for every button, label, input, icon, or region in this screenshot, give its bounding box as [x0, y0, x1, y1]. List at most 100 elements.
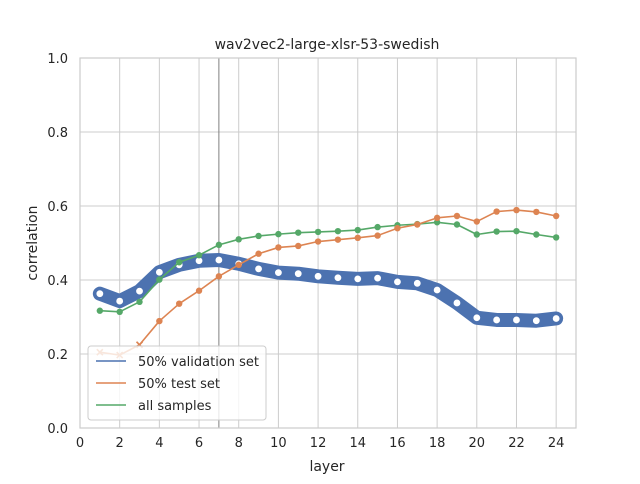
legend-label: 50% test set — [138, 377, 220, 392]
series-line — [99, 209, 557, 356]
plot-frame — [79, 57, 577, 429]
x-tick-label: 8 — [235, 436, 243, 451]
data-point — [552, 212, 560, 220]
chart-title: wav2vec2-large-xlsr-53-swedish — [215, 37, 440, 53]
series-layer — [92, 206, 564, 359]
x-tick-label: 10 — [270, 436, 287, 451]
y-axis-label: correlation — [25, 205, 41, 280]
y-tick-labels: 0.0 0.2 0.4 0.6 0.8 1.0 — [47, 52, 68, 437]
data-point — [176, 300, 183, 307]
data-point — [253, 264, 264, 274]
x-tick-label: 12 — [310, 436, 327, 451]
data-point — [333, 273, 343, 283]
data-point — [353, 274, 363, 284]
data-point — [95, 289, 105, 299]
data-point — [215, 273, 223, 280]
x-tick-label: 20 — [469, 436, 486, 451]
data-point — [134, 286, 145, 296]
data-point — [195, 252, 203, 259]
data-point — [513, 206, 520, 214]
data-point — [235, 261, 242, 269]
data-point — [493, 228, 500, 235]
data-point — [414, 221, 421, 228]
data-point — [392, 277, 403, 287]
x-tick-label: 18 — [429, 436, 446, 451]
data-point — [334, 236, 342, 243]
series-0 — [92, 253, 564, 328]
data-point — [176, 259, 183, 266]
data-point — [374, 232, 381, 239]
data-point — [235, 236, 242, 243]
legend-box — [87, 345, 267, 421]
x-axis-label: layer — [309, 459, 344, 475]
data-point — [313, 271, 323, 281]
data-point — [511, 315, 522, 325]
data-point — [452, 298, 462, 308]
data-point — [215, 241, 223, 249]
data-point — [334, 227, 342, 235]
series-line — [99, 221, 557, 313]
x-tick-label: 4 — [155, 436, 163, 451]
data-point — [116, 308, 123, 316]
data-point — [275, 244, 282, 251]
data-point — [513, 227, 520, 235]
series-2 — [96, 219, 560, 316]
data-point — [295, 229, 302, 236]
data-point — [275, 230, 282, 238]
x-tick-label: 22 — [508, 436, 525, 451]
data-point — [531, 316, 541, 326]
data-point — [551, 313, 561, 324]
data-point — [255, 232, 262, 240]
data-point — [394, 225, 401, 232]
x-tick-label: 0 — [76, 436, 84, 451]
data-point — [273, 268, 283, 278]
data-point — [255, 250, 262, 257]
data-point — [354, 234, 361, 242]
y-tick-label: 0.6 — [47, 200, 68, 215]
data-point — [493, 208, 500, 215]
legend: 50% validation set 50% test set all sample… — [87, 345, 267, 421]
legend-label: all samples — [138, 399, 212, 414]
data-point — [433, 219, 441, 226]
data-point — [214, 255, 224, 265]
data-point — [432, 285, 442, 295]
x-tick-label: 14 — [349, 436, 366, 451]
data-point — [314, 228, 322, 236]
data-point — [473, 231, 480, 238]
y-tick-label: 0.2 — [47, 348, 68, 363]
x-tick-labels: 0 2 4 6 8 10 12 14 16 18 20 22 24 — [76, 436, 565, 451]
y-tick-label: 0.4 — [47, 274, 68, 289]
y-tick-label: 0.0 — [47, 422, 68, 437]
x-tick-label: 6 — [195, 436, 203, 451]
data-point — [453, 212, 461, 220]
data-point — [354, 226, 361, 234]
data-point — [552, 234, 560, 241]
data-point — [96, 307, 104, 314]
data-point — [156, 276, 163, 283]
data-point — [115, 296, 125, 306]
data-point — [295, 242, 302, 250]
data-point — [412, 278, 422, 288]
data-point — [472, 313, 482, 323]
x-tick-label: 2 — [116, 436, 124, 451]
data-point — [473, 218, 480, 225]
data-point — [156, 317, 163, 325]
data-point — [136, 298, 143, 306]
data-point — [374, 223, 381, 231]
y-tick-label: 1.0 — [47, 52, 68, 67]
data-point — [433, 214, 441, 222]
data-point — [195, 287, 203, 294]
y-tick-label: 0.8 — [47, 126, 68, 141]
series-line-band — [92, 253, 564, 328]
data-point — [533, 231, 540, 238]
data-point — [293, 269, 303, 279]
data-point — [453, 221, 461, 228]
data-point — [373, 273, 383, 283]
x-tick-label: 16 — [389, 436, 406, 451]
data-point — [533, 208, 540, 216]
data-point — [492, 315, 502, 325]
data-point — [154, 267, 164, 277]
data-point — [314, 238, 322, 245]
